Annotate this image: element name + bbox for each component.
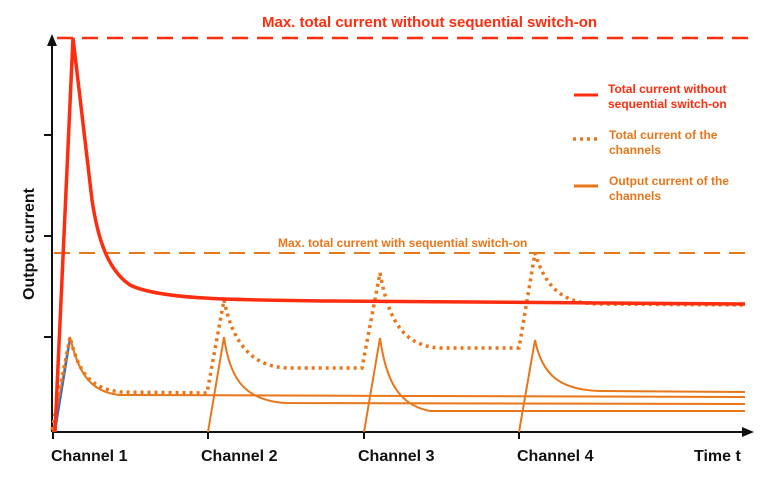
x-tick-label-channel-4: Channel 4 [517,448,594,465]
legend-text: channels [609,189,662,203]
max-without-label: Max. total current without sequential sw… [262,14,598,31]
channel-3-output-curve [363,337,745,433]
x-axis-arrow-icon [742,427,754,437]
legend-item-total-without: Total current without sequential switch-… [608,82,727,112]
total-channels-curve [50,252,746,431]
channel-1-rise-line [54,339,71,433]
max-with-label: Max. total current with sequential switc… [278,236,528,250]
channel-4-output-curve [518,339,746,433]
legend-text: Total current without [608,82,727,96]
x-axis-label: Time t [694,448,741,465]
legend-item-total-channels: Total current of the channels [609,128,717,158]
y-axis-arrow-icon [47,34,57,46]
channel-2-output-curve [207,336,746,433]
legend-item-output-channels: Output current of the channels [609,174,729,204]
legend-text: sequential switch-on [608,97,727,111]
legend-text: Output current of the [609,174,729,188]
x-tick-label-channel-2: Channel 2 [201,448,278,465]
x-tick-label-channel-3: Channel 3 [358,448,435,465]
legend-text: channels [609,143,662,157]
total-without-sequential-curve [53,37,746,433]
x-tick-label-channel-1: Channel 1 [51,448,128,465]
y-axis-label: Output current [21,188,38,300]
legend-text: Total current of the [609,128,718,142]
channel-1-output-curve [52,336,746,433]
